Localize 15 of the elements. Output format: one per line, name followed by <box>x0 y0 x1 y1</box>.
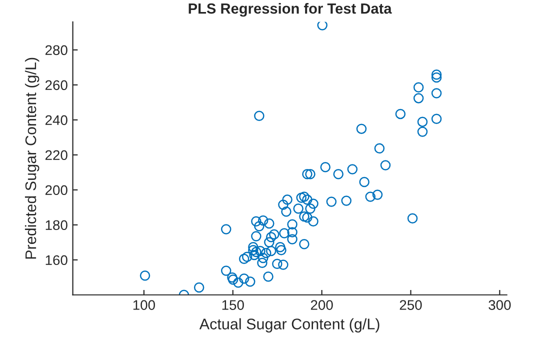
y-tick-label: 260 <box>45 80 68 90</box>
y-tick-label: 200 <box>45 185 68 196</box>
x-tick-label: 300 <box>488 300 511 310</box>
y-tick-label: 240 <box>45 115 68 126</box>
x-tick-label: 200 <box>310 300 333 310</box>
x-tick-label: 150 <box>222 300 244 310</box>
x-tick-label: 250 <box>400 300 422 310</box>
x-tick-label: 100 <box>133 300 155 310</box>
y-tick-label: 280 <box>45 45 68 56</box>
y-tick-label: 220 <box>45 150 68 160</box>
x-axis-title: Actual Sugar Content (g/L) <box>199 318 380 332</box>
y-axis-title: Predicted Sugar Content (g/L) <box>24 58 40 259</box>
chart-title: PLS Regression for Test Data <box>188 3 392 17</box>
y-tick-label: 160 <box>46 255 68 266</box>
y-tick-label: 180 <box>46 220 68 230</box>
